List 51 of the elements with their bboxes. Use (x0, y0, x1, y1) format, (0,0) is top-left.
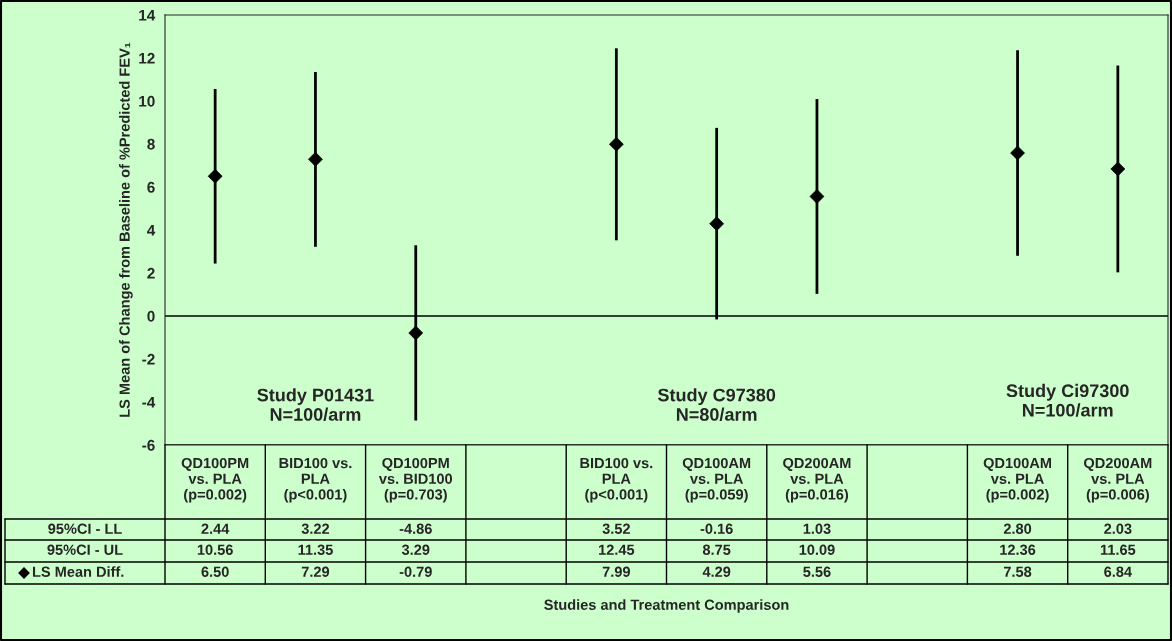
x-tick-label: QD100AM vs. PLA (p=0.059) (682, 457, 751, 503)
y-tick-label: 2 (147, 267, 155, 279)
text: 1.03 (803, 523, 831, 534)
text: 11.35 (298, 544, 333, 555)
text: 3.52 (602, 523, 630, 534)
y-tick-label: 4 (147, 225, 156, 236)
y-tick-label: 14 (139, 10, 156, 21)
y-tick-label: 0 (147, 310, 155, 322)
y-tick-label: -4 (142, 397, 156, 408)
text: 10.09 (799, 544, 835, 555)
text: 95%CI - LL (48, 523, 122, 534)
text: 11.65 (1100, 544, 1136, 555)
x-tick-label: BID100 vs. PLA (p<0.001) (580, 457, 653, 503)
text: 2.80 (1003, 523, 1032, 534)
x-tick-label: QD200AM vs. PLA (p=0.006) (1084, 457, 1152, 503)
text: 3.29 (401, 544, 430, 555)
text: 2.44 (201, 523, 230, 534)
y-tick-label: 6 (147, 181, 155, 193)
annotation: Study Ci97300 N=100/arm (1006, 383, 1129, 417)
y-tick-label: 12 (139, 52, 155, 64)
y-tick-label: 10 (139, 95, 155, 107)
y-tick-label: 8 (147, 138, 155, 150)
data-label: 6.50 (201, 566, 229, 577)
annotation: Study P01431 N=100/arm (257, 388, 374, 422)
x-tick-label: QD200AM vs. PLA (p=0.016) (783, 457, 851, 503)
text: Studies and Treatment Comparison (544, 599, 789, 613)
text: -4.86 (399, 523, 432, 534)
text: 12.45 (599, 544, 635, 555)
x-tick-label: QD100PM vs. BID100 (p=0.703) (378, 457, 453, 503)
text: 2.03 (1104, 523, 1132, 534)
data-label: 7.58 (1003, 566, 1032, 577)
text: 3.22 (301, 523, 330, 534)
data-label: 7.29 (301, 566, 330, 577)
text: 12.36 (1000, 544, 1036, 555)
legend-label: LS Mean Diff. (32, 566, 124, 577)
data-label: 6.84 (1104, 566, 1132, 577)
data-label: 7.99 (602, 566, 630, 577)
data-label: 5.56 (803, 566, 831, 577)
y-tick-label: -6 (142, 439, 155, 451)
annotation: Study C97380 N=80/arm (657, 388, 776, 422)
text: 10.56 (197, 544, 233, 555)
text: 8.75 (702, 544, 731, 555)
data-label: 4.29 (702, 566, 731, 577)
data-label: -0.79 (399, 566, 432, 577)
x-tick-label: QD100PM vs. PLA (p=0.002) (181, 457, 249, 503)
x-tick-label: BID100 vs. PLA (p<0.001) (279, 457, 352, 503)
text: -0.16 (700, 523, 733, 534)
x-tick-label: QD100AM vs. PLA (p=0.002) (983, 457, 1052, 503)
text: 95%CI - UL (47, 544, 123, 555)
y-tick-label: -2 (142, 353, 155, 365)
y-axis-title: LS Mean of Change from Baseline of %Predicted FEV₁ (119, 42, 133, 417)
